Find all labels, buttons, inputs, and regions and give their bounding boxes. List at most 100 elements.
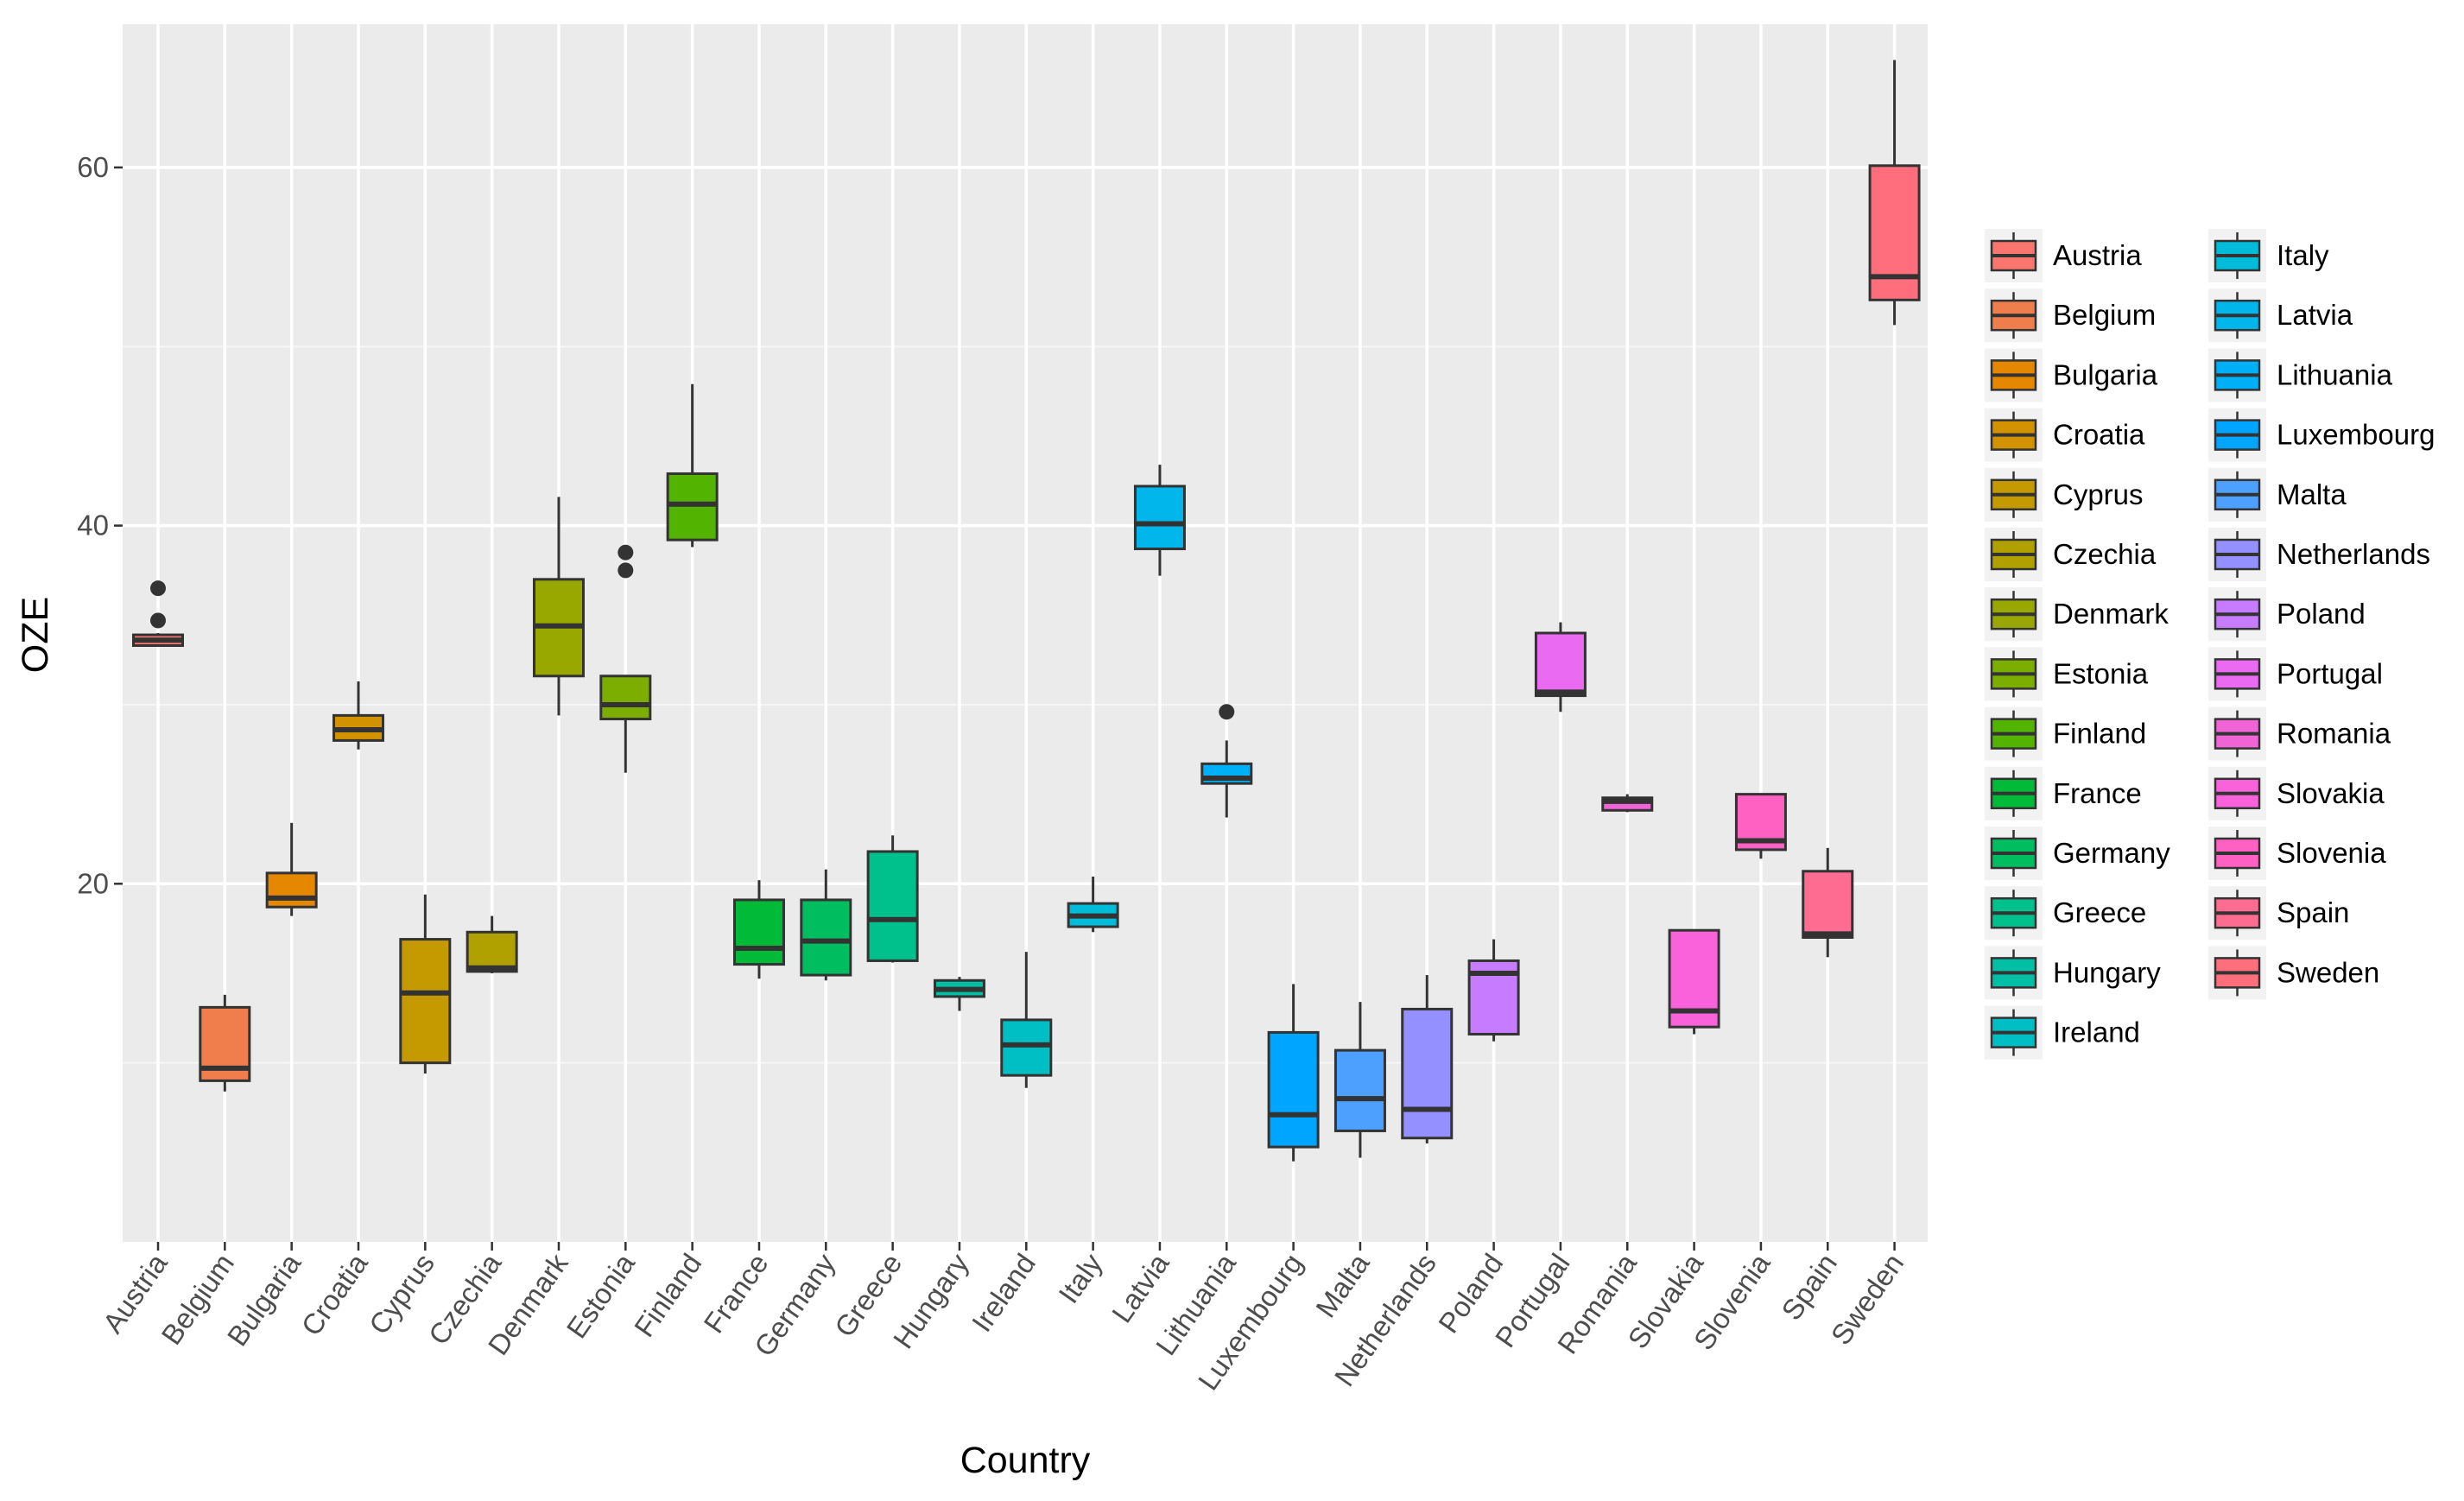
x-tick-label: Finland [628, 1248, 707, 1343]
box-croatia [332, 681, 384, 750]
box-iqr [1133, 484, 1186, 551]
x-tick-label: Ireland [966, 1248, 1042, 1338]
legend-item-latvia: Latvia [2208, 288, 2353, 343]
box-iqr [1401, 1007, 1454, 1140]
legend-item-slovakia: Slovakia [2208, 766, 2385, 820]
y-axis: 20 40 60 [77, 151, 123, 899]
box-lithuania [1200, 704, 1253, 818]
legend-item-france: France [1985, 766, 2142, 820]
box-iqr [399, 938, 452, 1065]
legend-item-belgium: Belgium [1985, 288, 2156, 343]
y-tick-label: 60 [77, 151, 109, 183]
box-iqr [866, 850, 919, 962]
legend-item-luxembourg: Luxembourg [2208, 408, 2435, 462]
legend-item-malta: Malta [2208, 467, 2347, 522]
legend-item-germany: Germany [1985, 826, 2170, 880]
box-luxembourg [1267, 984, 1320, 1162]
legend-item-denmark: Denmark [1985, 587, 2169, 642]
legend-label: Croatia [2053, 419, 2145, 451]
legend-label: Belgium [2053, 299, 2156, 331]
box-slovakia [1668, 928, 1720, 1035]
legend-item-netherlands: Netherlands [2208, 528, 2430, 581]
box-netherlands [1401, 975, 1454, 1143]
legend-item-slovenia: Slovenia [2208, 826, 2386, 880]
legend: Austria Belgium Bulgaria Croatia Cyprus Czech… [1985, 229, 2435, 1060]
legend-item-finland: Finland [1985, 706, 2146, 761]
box-hungary [933, 977, 985, 1011]
legend-label: Slovakia [2277, 777, 2385, 809]
legend-label: Poland [2277, 598, 2366, 630]
legend-label: Malta [2277, 478, 2347, 510]
x-tick-label: Estonia [561, 1247, 642, 1344]
legend-label: Hungary [2053, 956, 2161, 988]
legend-label: Germany [2053, 837, 2170, 869]
y-tick-label: 40 [77, 510, 109, 542]
outlier-point [1219, 704, 1235, 720]
legend-label: Greece [2053, 896, 2146, 928]
legend-label: France [2053, 777, 2142, 809]
legend-label: Finland [2053, 718, 2146, 750]
legend-label: Netherlands [2277, 538, 2430, 570]
box-iqr [1802, 870, 1854, 940]
y-axis-title: OZE [15, 597, 56, 673]
legend-item-portugal: Portugal [2208, 647, 2383, 701]
box-iqr [1333, 1048, 1386, 1132]
x-tick-label: Spain [1775, 1248, 1843, 1326]
legend-label: Estonia [2053, 657, 2149, 689]
legend-item-greece: Greece [1985, 886, 2146, 940]
legend-label: Slovenia [2277, 837, 2386, 869]
x-tick-label: Malta [1309, 1247, 1376, 1323]
box-iqr [1267, 1030, 1320, 1149]
legend-label: Sweden [2277, 956, 2379, 988]
box-iqr [265, 871, 318, 909]
box-ireland [1000, 952, 1053, 1088]
outlier-point [150, 580, 166, 597]
legend-item-hungary: Hungary [1985, 946, 2161, 1000]
legend-label: Spain [2277, 896, 2349, 928]
box-france [732, 880, 785, 979]
box-estonia [599, 544, 652, 773]
legend-label: Romania [2277, 718, 2391, 750]
legend-label: Portugal [2277, 657, 2383, 689]
box-austria [132, 580, 184, 648]
box-cyprus [399, 894, 452, 1074]
legend-item-ireland: Ireland [1985, 1005, 2140, 1060]
legend-item-poland: Poland [2208, 587, 2366, 642]
outlier-point [150, 612, 166, 629]
box-latvia [1133, 465, 1186, 576]
box-italy [1067, 877, 1119, 933]
legend-label: Denmark [2053, 598, 2169, 630]
legend-label: Cyprus [2053, 478, 2144, 510]
box-spain [1802, 847, 1854, 958]
box-malta [1333, 1002, 1386, 1158]
boxes-group [132, 60, 1921, 1162]
box-denmark [532, 497, 585, 716]
legend-item-cyprus: Cyprus [1985, 467, 2144, 522]
legend-label: Italy [2277, 239, 2329, 271]
legend-item-czechia: Czechia [1985, 528, 2157, 581]
legend-item-spain: Spain [2208, 886, 2349, 940]
legend-item-bulgaria: Bulgaria [1985, 348, 2158, 402]
x-tick-label: Croatia [295, 1247, 374, 1341]
legend-item-lithuania: Lithuania [2208, 348, 2393, 402]
legend-label: Luxembourg [2277, 419, 2435, 451]
box-iqr [466, 930, 518, 973]
x-axis: AustriaBelgiumBulgariaCroatiaCyprusCzech… [97, 1242, 1910, 1396]
box-iqr [732, 898, 785, 966]
box-iqr [800, 898, 852, 977]
box-germany [800, 869, 852, 981]
legend-label: Czechia [2053, 538, 2157, 570]
box-iqr [599, 674, 652, 721]
legend-item-croatia: Croatia [1985, 408, 2145, 462]
legend-item-sweden: Sweden [2208, 946, 2379, 1000]
box-czechia [466, 915, 518, 973]
x-tick-label: Italy [1052, 1247, 1108, 1308]
legend-label: Lithuania [2277, 358, 2393, 390]
x-tick-label: Latvia [1105, 1247, 1175, 1328]
outlier-point [618, 544, 634, 560]
box-portugal [1534, 622, 1587, 712]
box-belgium [199, 994, 251, 1092]
legend-label: Latvia [2277, 299, 2353, 331]
legend-label: Bulgaria [2053, 358, 2158, 390]
x-axis-title: Country [960, 1440, 1091, 1481]
